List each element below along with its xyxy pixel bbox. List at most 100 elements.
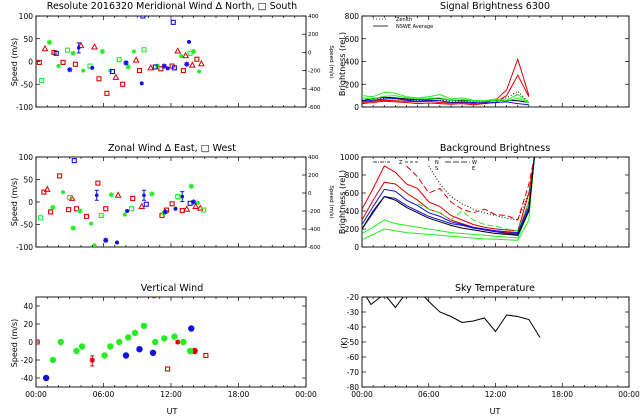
meridional-y2tick-label: 400 [308, 14, 319, 20]
background-series-3-line [362, 157, 535, 239]
background-ytick-label: 600 [345, 189, 360, 198]
meridional-point [70, 50, 76, 56]
zonal-point [68, 194, 76, 201]
sky-plot-area [365, 297, 541, 338]
meridional-ytick-label: 100 [19, 12, 34, 21]
vertical-xtick-label: 12:00 [160, 390, 182, 399]
signal-ytick-label: 400 [345, 58, 360, 67]
zonal-y2tick-label: -600 [308, 245, 321, 251]
sky-ytick-label: -20 [347, 293, 359, 302]
zonal-ytick-label: 50 [23, 176, 33, 185]
zonal-point [192, 202, 200, 209]
signal-legend-zenith: Zenith [396, 17, 412, 23]
meridional-point [53, 50, 59, 56]
zonal-y2tick-label: -400 [308, 227, 321, 233]
sky-xtick-label: 12:00 [485, 390, 507, 399]
vertical-point [151, 297, 157, 299]
background-ytick-label: 1000 [340, 153, 359, 162]
meridional-y2tick-label: 200 [308, 32, 319, 38]
vertical-point [165, 366, 171, 372]
signal-series-3-line [362, 74, 530, 106]
meridional-point [77, 41, 85, 49]
zonal-point [108, 192, 114, 198]
vertical-point [116, 338, 123, 346]
zonal-ytick-label: 0 [28, 198, 33, 207]
vertical-point [122, 352, 130, 359]
vertical-point [131, 329, 139, 337]
signal-axes: 0 200 400 600 800 [345, 12, 630, 112]
meridional-point [109, 68, 116, 75]
background-legend-n: N [435, 160, 439, 166]
vertical-point [36, 339, 40, 345]
sky-title: Sky Temperature [455, 283, 535, 294]
vertical-ytick-label: -20 [21, 356, 33, 365]
meridional-y2-label: Speed (m/s) [328, 45, 334, 78]
meridional-point [72, 61, 78, 67]
background-marks [362, 157, 535, 241]
meridional-point [99, 48, 105, 55]
vertical-point [180, 338, 187, 346]
zonal-point [103, 237, 109, 243]
signal-series-5-line [362, 95, 530, 104]
meridional-wind-panel: Resolute 2016320 Meridional Wind ∆ North… [10, 1, 334, 112]
zonal-point [98, 212, 104, 219]
sky-ytick-label: -60 [347, 353, 359, 362]
background-axes: 0 200 400 600 800 1000 [340, 153, 630, 252]
sky-ytick-label: -40 [347, 323, 359, 332]
meridional-y2tick-label: -600 [308, 105, 321, 111]
background-series-7-line [362, 157, 535, 235]
meridional-ytick-label: 0 [28, 58, 33, 67]
meridional-point [140, 16, 146, 19]
sky-xtick-label: 00:00 [351, 390, 373, 399]
sky-y-label: (K) [340, 337, 349, 349]
signal-plot-area [362, 57, 530, 106]
vertical-point [140, 322, 148, 329]
zonal-wind-panel: Zonal Wind ∆ East, □ West Speed (m/s) Sp… [10, 143, 334, 252]
zonal-point [70, 225, 76, 231]
zonal-y2-label: Speed (m/s) [328, 185, 334, 218]
vertical-axes: 00:00 06:00 12:00 18:00 00:00 -40 -20 0 20 40 [21, 296, 317, 399]
zonal-y2tick-label: 200 [308, 173, 319, 179]
zonal-point [180, 194, 185, 199]
meridional-point [81, 68, 86, 73]
sky-xtick-label: 00:00 [618, 390, 640, 399]
meridional-point [104, 90, 110, 96]
vertical-point [42, 374, 50, 382]
vertical-xtick-label: 00:00 [25, 390, 47, 399]
zonal-point [142, 193, 146, 198]
vertical-point [49, 356, 57, 364]
meridional-title: Resolute 2016320 Meridional Wind ∆ North… [47, 1, 297, 12]
meridional-marks [36, 16, 205, 96]
vertical-xtick-label: 00:00 [295, 390, 317, 399]
vertical-point [78, 343, 86, 350]
zonal-point [66, 207, 72, 213]
zonal-title: Zonal Wind ∆ East, □ West [108, 143, 236, 154]
vertical-point [149, 349, 157, 356]
zonal-point [95, 180, 101, 186]
background-plot-area [362, 157, 535, 241]
meridional-point [96, 76, 102, 82]
sky-temperature-panel: Sky Temperature (K) UT 00:00 06:00 12:00 18… [340, 283, 640, 416]
sky-ytick-label: -50 [347, 338, 359, 347]
zonal-point [125, 209, 130, 213]
vertical-ytick-label: -40 [21, 374, 33, 383]
meridional-point [90, 65, 95, 70]
background-series-4-line [362, 157, 535, 241]
meridional-point [184, 61, 190, 67]
zonal-point [122, 212, 127, 217]
meridional-point [170, 19, 176, 25]
background-legend: Z N S W E [373, 160, 477, 172]
meridional-point [197, 59, 205, 67]
zonal-point [92, 243, 97, 247]
background-ytick-label: 200 [345, 225, 360, 234]
meridional-point [116, 57, 122, 63]
meridional-point [179, 54, 184, 59]
zonal-point [190, 199, 197, 205]
meridional-point [165, 66, 170, 71]
zonal-point [103, 206, 109, 212]
background-ytick-label: 800 [345, 171, 360, 180]
background-series-2-line [406, 157, 535, 221]
vertical-point [175, 339, 181, 345]
vertical-wind-panel: Vertical Wind Speed (m/s) UT 00:00 06:00 1… [10, 283, 317, 416]
zonal-point [84, 213, 90, 219]
